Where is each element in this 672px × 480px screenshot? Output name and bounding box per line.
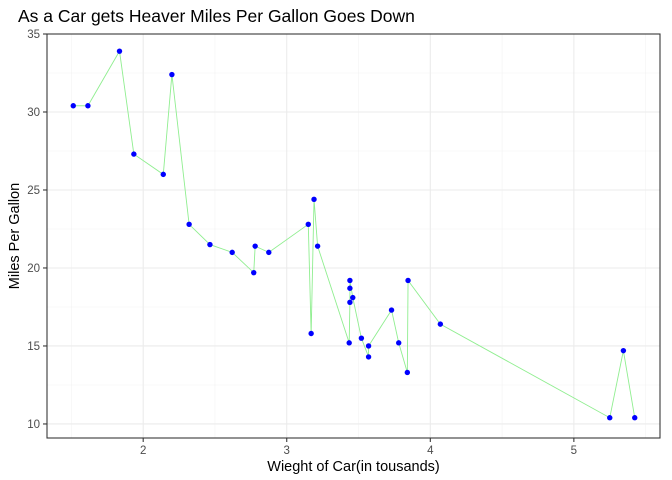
- x-tick-label: 5: [571, 445, 577, 457]
- data-point: [252, 243, 258, 249]
- data-point: [308, 330, 314, 337]
- y-tick-label: 20: [27, 263, 40, 275]
- data-point: [346, 340, 352, 346]
- x-tick-label: 2: [140, 445, 146, 457]
- data-point: [311, 196, 317, 203]
- data-point: [229, 249, 235, 256]
- data-point: [266, 249, 272, 256]
- tick-layer: 2 3 4 5 10 15 20 25 30 35: [27, 29, 577, 457]
- y-tick-label: 15: [27, 341, 40, 353]
- data-point: [405, 277, 411, 284]
- data-point: [350, 294, 356, 301]
- data-point: [305, 221, 311, 228]
- data-point: [365, 354, 372, 360]
- x-tick-label: 4: [427, 445, 434, 457]
- data-point: [347, 277, 353, 284]
- data-point: [388, 307, 395, 313]
- data-point: [314, 243, 321, 249]
- x-tick-label: 3: [284, 445, 290, 457]
- data-point: [116, 48, 123, 54]
- data-point: [131, 151, 137, 157]
- data-point: [85, 103, 91, 109]
- y-tick-label: 30: [27, 107, 40, 119]
- x-axis-title: Wieght of Car(in tousands): [267, 459, 439, 475]
- data-point: [251, 269, 257, 276]
- y-axis-title: Miles Per Gallon: [7, 183, 23, 289]
- data-point: [437, 321, 444, 327]
- data-point: [207, 241, 213, 248]
- data-point: [186, 221, 192, 228]
- data-point: [620, 347, 627, 354]
- data-point: [365, 343, 372, 349]
- data-point: [169, 71, 175, 78]
- data-point: [160, 171, 166, 178]
- chart-title: As a Car gets Heaver Miles Per Gallon Go…: [18, 6, 415, 26]
- series-line: [73, 49, 636, 419]
- data-point: [347, 299, 353, 305]
- y-tick-label: 35: [27, 29, 40, 41]
- data-point: [632, 415, 638, 421]
- data-point: [404, 369, 411, 376]
- y-tick-label: 25: [27, 185, 40, 197]
- data-point: [607, 415, 613, 421]
- y-tick-label: 10: [27, 419, 40, 431]
- data-point: [358, 335, 365, 341]
- grid-layer: [47, 33, 660, 438]
- data-point: [347, 285, 353, 291]
- data-point: [70, 103, 76, 109]
- panel-border: [46, 33, 661, 439]
- data-point: [396, 340, 402, 346]
- series-layer: [70, 48, 638, 421]
